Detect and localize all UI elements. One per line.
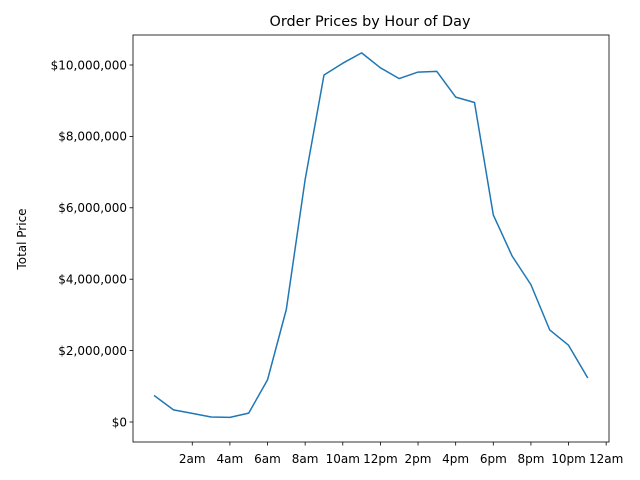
y-tick-label: $4,000,000	[58, 273, 127, 287]
y-tick-label: $8,000,000	[58, 130, 127, 144]
y-tick-label: $0	[112, 415, 127, 429]
y-tick-label: $2,000,000	[58, 344, 127, 358]
x-tick-label: 8pm	[517, 452, 544, 466]
x-tick-label: 2pm	[405, 452, 432, 466]
series-line	[153, 52, 589, 419]
x-tick-label: 12pm	[363, 452, 398, 466]
x-tick-label: 10pm	[551, 452, 586, 466]
y-tick-label: $10,000,000	[51, 58, 127, 72]
y-axis-ticks: $0 $2,000,000 $4,000,000 $6,000,000 $8,000,0…	[51, 58, 133, 429]
x-tick-label: 4pm	[442, 452, 469, 466]
x-tick-label: 12am	[589, 452, 623, 466]
x-tick-label: 2am	[179, 452, 206, 466]
chart-title: Order Prices by Hour of Day	[270, 14, 471, 30]
y-tick-label: $6,000,000	[58, 201, 127, 215]
y-axis-label: Total Price	[15, 208, 29, 270]
plot-area-frame	[132, 34, 610, 443]
x-tick-label: 4am	[217, 452, 244, 466]
x-tick-label: 10am	[326, 452, 360, 466]
series-layer	[153, 52, 589, 419]
x-tick-label: 6am	[254, 452, 281, 466]
x-axis-ticks: 2am 4am 6am 8am 10am 12pm 2pm 4pm 6pm 8pm 10pm 12am	[179, 442, 623, 466]
x-tick-label: 8am	[292, 452, 319, 466]
x-tick-label: 6pm	[480, 452, 507, 466]
